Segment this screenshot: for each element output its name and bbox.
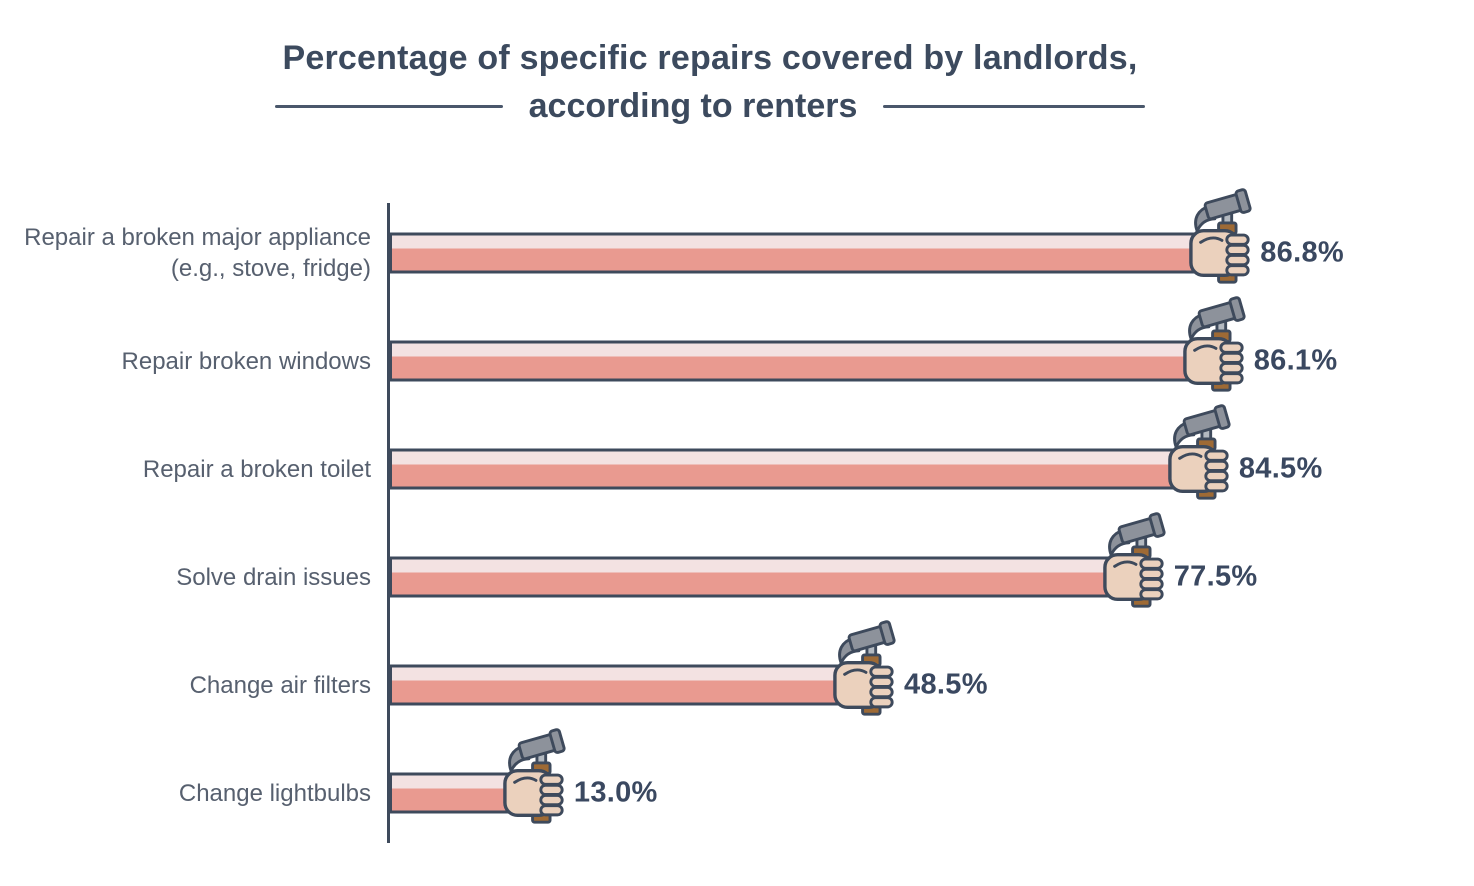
bar bbox=[389, 664, 847, 706]
chart-row: Repair a broken toilet bbox=[0, 404, 1474, 523]
bar-area: 84.5% bbox=[387, 404, 1474, 523]
category-label: Change air filters bbox=[189, 671, 371, 699]
bar-area: 77.5% bbox=[387, 512, 1474, 631]
value-label: 84.5% bbox=[1238, 452, 1323, 485]
chart-title-line1: Percentage of specific repairs covered b… bbox=[282, 39, 1138, 77]
value-label: 86.8% bbox=[1260, 236, 1344, 269]
chart-row: Solve drain issues bbox=[0, 512, 1474, 631]
bar-chart: Repair a broken major appliance (e.g., s… bbox=[0, 188, 1474, 847]
category-label: Change lightbulbs bbox=[178, 779, 371, 807]
bar bbox=[389, 340, 1196, 382]
chart-row: Repair broken windows bbox=[0, 296, 1474, 415]
chart-title-line2-row: according to renters bbox=[10, 84, 1410, 128]
category-label: Repair a broken major appliance (e.g., s… bbox=[24, 223, 371, 283]
fist-holding-hammer-icon bbox=[503, 728, 566, 824]
value-label: 48.5% bbox=[904, 668, 988, 701]
value-label: 86.1% bbox=[1253, 344, 1338, 377]
bar-area: 86.8% bbox=[387, 188, 1474, 307]
title-rule-right bbox=[883, 104, 1146, 108]
chart-row: Change lightbulbs bbox=[0, 728, 1474, 847]
chart-title-line2: according to renters bbox=[528, 87, 858, 126]
y-axis-line bbox=[387, 203, 390, 844]
bar bbox=[389, 556, 1116, 598]
bar bbox=[389, 772, 516, 814]
value-label: 77.5% bbox=[1173, 560, 1258, 593]
bar bbox=[389, 448, 1181, 490]
fist-holding-hammer-icon bbox=[1102, 512, 1166, 608]
category-label: Repair a broken toilet bbox=[142, 455, 371, 483]
fist-holding-hammer-icon bbox=[1182, 296, 1246, 392]
value-label: 13.0% bbox=[573, 776, 658, 809]
chart-title-block: Percentage of specific repairs covered b… bbox=[10, 0, 1410, 128]
chart-row: Repair a broken major appliance (e.g., s… bbox=[0, 188, 1474, 307]
fist-holding-hammer-icon bbox=[833, 620, 896, 716]
bar-area: 48.5% bbox=[387, 620, 1474, 739]
category-label: Solve drain issues bbox=[176, 563, 371, 591]
bar-area: 86.1% bbox=[387, 296, 1474, 415]
bar-rows: Repair a broken major appliance (e.g., s… bbox=[0, 188, 1474, 847]
bar-area: 13.0% bbox=[387, 728, 1474, 847]
title-rule-left bbox=[274, 104, 503, 108]
chart-row: Change air filters bbox=[0, 620, 1474, 739]
bar bbox=[389, 232, 1203, 274]
fist-holding-hammer-icon bbox=[1168, 404, 1231, 500]
category-label: Repair broken windows bbox=[121, 347, 371, 375]
fist-holding-hammer-icon bbox=[1189, 188, 1252, 284]
